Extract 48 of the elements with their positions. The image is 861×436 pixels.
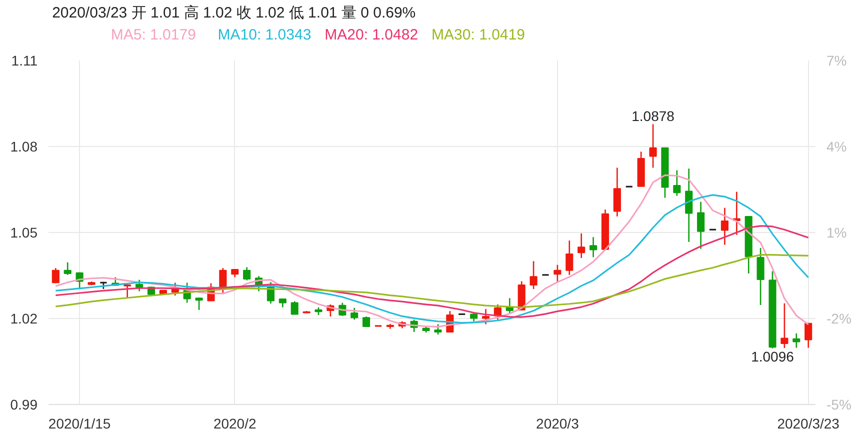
y-tick-label: 1.08 xyxy=(10,138,38,154)
annotation: 1.0096 xyxy=(751,348,794,364)
candlestick xyxy=(434,324,442,336)
candlestick xyxy=(554,264,562,283)
y2-tick-label: 1% xyxy=(826,224,847,240)
y2-tick-label: 7% xyxy=(826,52,847,68)
chart-title: 2020/03/23 开 1.01 高 1.02 收 1.02 低 1.01 量 0 0.69% xyxy=(52,4,416,22)
x-tick-label: 2020/2 xyxy=(213,416,256,432)
candlestick xyxy=(578,232,586,259)
text: MA20: 1.0482 xyxy=(324,26,418,44)
candlestick xyxy=(780,302,788,349)
x-tick-label: 2020/1/15 xyxy=(48,416,111,432)
candlestick xyxy=(804,322,812,348)
candlestick xyxy=(673,170,681,196)
text: MA30: 1.0419 xyxy=(432,26,525,44)
candlestick xyxy=(613,167,621,218)
candlestick xyxy=(720,207,728,246)
line-series xyxy=(54,225,810,318)
y-tick-label: 0.99 xyxy=(10,396,38,412)
candlestick xyxy=(756,247,764,306)
candlestick xyxy=(792,332,800,348)
candlestick xyxy=(290,300,298,315)
text: MA5: 1.0179 xyxy=(110,26,196,44)
y-tick-label: 1.11 xyxy=(11,52,38,68)
y-tick-label: 1.02 xyxy=(10,310,38,326)
y2-tick-label: 4% xyxy=(826,138,847,154)
y2-tick-label: -2% xyxy=(826,310,852,326)
candlestick xyxy=(530,260,538,290)
y2-tick-label: -5% xyxy=(826,396,852,412)
candlestick xyxy=(52,267,60,284)
annotation: 1.0878 xyxy=(632,108,675,124)
text: MA10: 1.0343 xyxy=(218,26,312,44)
x-tick-label: 2020/3/23 xyxy=(777,416,840,432)
candlestick xyxy=(195,296,203,311)
candlestick xyxy=(566,240,574,276)
candlestick xyxy=(124,284,132,298)
candlestick xyxy=(649,123,657,168)
candlestick xyxy=(697,201,705,250)
candlestick xyxy=(243,266,251,282)
candlestick xyxy=(362,316,370,328)
candlestick xyxy=(136,279,144,292)
y-tick-label: 1.05 xyxy=(10,224,38,240)
candlestick xyxy=(685,168,693,243)
candlestick xyxy=(590,236,598,258)
candlestick xyxy=(64,262,72,276)
x-tick-label: 2020/3 xyxy=(536,416,580,432)
candlestick xyxy=(482,308,490,325)
candlestick xyxy=(350,307,358,320)
